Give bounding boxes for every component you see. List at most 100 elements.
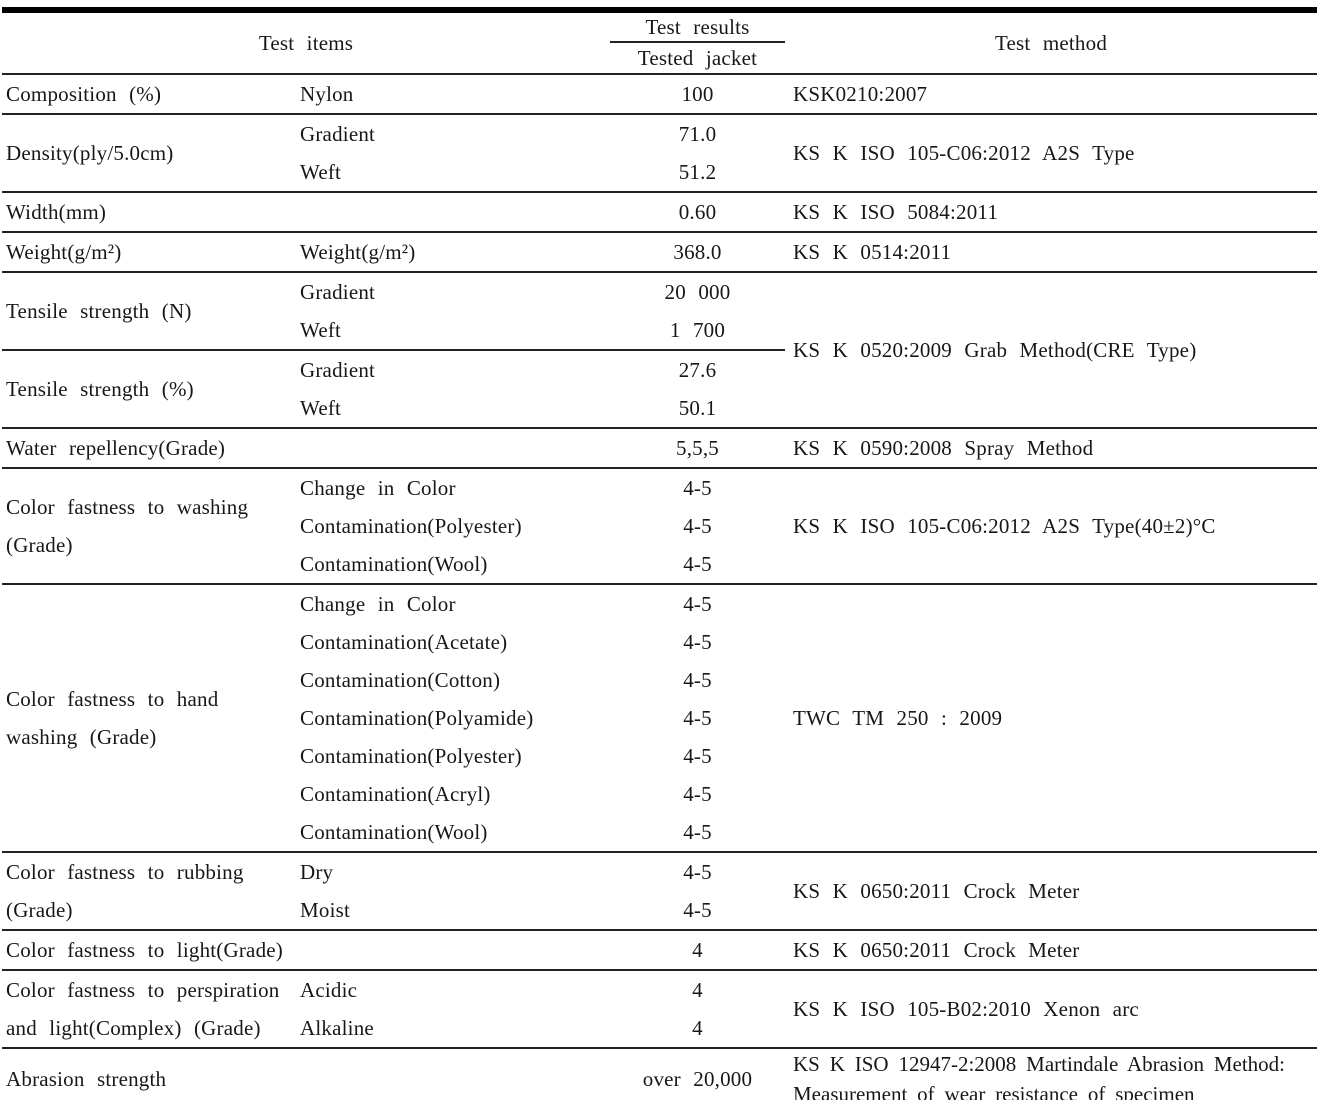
sub-item-cell: Acidic (292, 969, 610, 1009)
sub-item-cell: Contamination(Wool) (300, 820, 488, 844)
sub-item-cell: Dry (292, 851, 610, 891)
result-cell: 4-5 (683, 744, 712, 768)
result-cell: 4-5 (683, 630, 712, 654)
sub-item-cell: Contamination(Acryl) (300, 782, 491, 806)
item-cell: Color fastness to washing (Grade) (2, 467, 292, 584)
result-cell: 4-5 (683, 820, 712, 844)
item-cell: Tensile strength (%) (2, 349, 292, 428)
sub-item-cell: Weft (300, 160, 342, 184)
table-row: Contamination(Acryl) 4-5 (2, 775, 1317, 813)
table-row: Color fastness to rubbing (Grade) Dry 4-… (2, 851, 1317, 930)
sub-item-cell: Contamination(Cotton) (300, 668, 501, 692)
sub-item-cell: Gradient (292, 349, 610, 389)
result-cell: 4 (610, 929, 785, 970)
result-cell: 100 (610, 73, 785, 114)
result-cell: over 20,000 (610, 1047, 785, 1100)
result-cell: 4-5 (610, 583, 785, 623)
sub-item-cell: Weft (300, 396, 342, 420)
method-cell: KS K ISO 105-C06:2012 A2S Type(40±2)°C (785, 467, 1317, 584)
sub-item-cell: Nylon (292, 73, 610, 114)
result-cell: 20 000 (610, 271, 785, 311)
table-row: Contamination(Acetate) 4-5 (2, 623, 1317, 661)
table-row: Tensile strength (N) Gradient 20 000 KS … (2, 271, 1317, 428)
item-cell: Color fastness to hand washing (Grade) (2, 583, 292, 852)
result-cell: 4-5 (683, 898, 712, 922)
table-row: Weft 50.1 (2, 389, 1317, 428)
table-row: Water repellency(Grade) 5,5,5 KS K 0590:… (2, 427, 1317, 468)
item-cell: Color fastness to light(Grade) (2, 929, 610, 970)
method-cell: KS K 0514:2011 (785, 231, 1317, 272)
table-row: Contamination(Polyester) 4-5 (2, 507, 1317, 545)
result-cell: 4-5 (683, 706, 712, 730)
table-row: Weight(g/m²) Weight(g/m²) 368.0 KS K 051… (2, 231, 1317, 272)
item-cell: Composition (%) (2, 73, 292, 114)
item-cell: Width(mm) (2, 191, 610, 232)
header-row-1: Test items Test results Test method (2, 10, 1317, 55)
table-row: Width(mm) 0.60 KS K ISO 5084:2011 (2, 191, 1317, 232)
item-cell: Water repellency(Grade) (2, 427, 610, 468)
sub-item-cell: Moist (300, 898, 351, 922)
table-row: Weft 51.2 (2, 153, 1317, 192)
sub-item-cell: Weight(g/m²) (292, 231, 610, 272)
method-cell: KS K ISO 12947-2:2008 Martindale Abrasio… (785, 1047, 1317, 1100)
table-row: Color fastness to hand washing (Grade) C… (2, 583, 1317, 852)
sub-item-cell: Contamination(Polyamide) (300, 706, 534, 730)
test-method-header: Test method (994, 31, 1108, 55)
result-cell: 4-5 (683, 552, 712, 576)
item-cell: Color fastness to perspiration and light… (2, 969, 292, 1048)
result-cell: 1 700 (669, 318, 726, 342)
result-cell: 4-5 (610, 851, 785, 891)
table-row: Contamination(Polyester) 4-5 (2, 737, 1317, 775)
result-cell: 4 (692, 1016, 703, 1040)
table-row: Tensile strength (%) Gradient 27.6 (2, 349, 1317, 428)
method-cell: KS K 0590:2008 Spray Method (785, 427, 1317, 468)
result-cell: 4-5 (683, 782, 712, 806)
result-cell: 27.6 (610, 349, 785, 389)
result-cell: 0.60 (610, 191, 785, 232)
result-cell: 5,5,5 (610, 427, 785, 468)
table-row: Alkaline 4 (2, 1009, 1317, 1048)
table-row: Contamination(Wool) 4-5 (2, 545, 1317, 584)
result-cell: 4-5 (683, 668, 712, 692)
sub-item-cell: Contamination(Polyester) (300, 514, 522, 538)
table-row: Weft 1 700 (2, 311, 1317, 350)
result-cell: 71.0 (610, 113, 785, 153)
method-cell: KS K 0520:2009 Grab Method(CRE Type) (785, 271, 1317, 428)
result-cell: 50.1 (678, 396, 717, 420)
table-row: Color fastness to washing (Grade) Change… (2, 467, 1317, 584)
table-row: Moist 4-5 (2, 891, 1317, 930)
item-cell: Weight(g/m²) (2, 231, 292, 272)
table-row: Contamination(Cotton) 4-5 (2, 661, 1317, 699)
method-cell: KS K 0650:2011 Crock Meter (785, 929, 1317, 970)
test-report-table: Test items Test results Test method Test… (2, 7, 1317, 1100)
table-row: Density(ply/5.0cm) Gradient 71.0 KS K IS… (2, 113, 1317, 192)
result-cell: 4-5 (610, 467, 785, 507)
table-row: Color fastness to perspiration and light… (2, 969, 1317, 1048)
result-cell: 51.2 (678, 160, 717, 184)
sub-item-cell: Contamination(Wool) (300, 552, 488, 576)
method-cell: KS K 0650:2011 Crock Meter (785, 851, 1317, 930)
item-cell: Abrasion strength (2, 1047, 610, 1100)
table-row: Contamination(Wool) 4-5 (2, 813, 1317, 852)
method-cell: KS K ISO 105-B02:2010 Xenon arc (785, 969, 1317, 1048)
method-cell: KSK0210:2007 (785, 73, 1317, 114)
tested-jacket-header: Tested jacket (637, 46, 758, 70)
sub-item-cell: Gradient (292, 271, 610, 311)
sub-item-cell: Change in Color (292, 583, 610, 623)
test-results-header: Test results (610, 10, 785, 43)
table-row: Abrasion strength over 20,000 KS K ISO 1… (2, 1047, 1317, 1100)
item-cell: Tensile strength (N) (2, 271, 292, 350)
header-row-2: Tested jacket (2, 42, 1317, 74)
table-row: Contamination(Polyamide) 4-5 (2, 699, 1317, 737)
sub-item-cell: Contamination(Polyester) (300, 744, 522, 768)
method-cell: KS K ISO 105-C06:2012 A2S Type (785, 113, 1317, 192)
sub-item-cell: Contamination(Acetate) (300, 630, 508, 654)
table-row: Color fastness to light(Grade) 4 KS K 06… (2, 929, 1317, 970)
sub-item-cell: Change in Color (292, 467, 610, 507)
sub-item-cell: Gradient (292, 113, 610, 153)
result-cell: 4-5 (683, 514, 712, 538)
method-cell: KS K ISO 5084:2011 (785, 191, 1317, 232)
item-cell: Density(ply/5.0cm) (2, 113, 292, 192)
item-cell: Color fastness to rubbing (Grade) (2, 851, 292, 930)
